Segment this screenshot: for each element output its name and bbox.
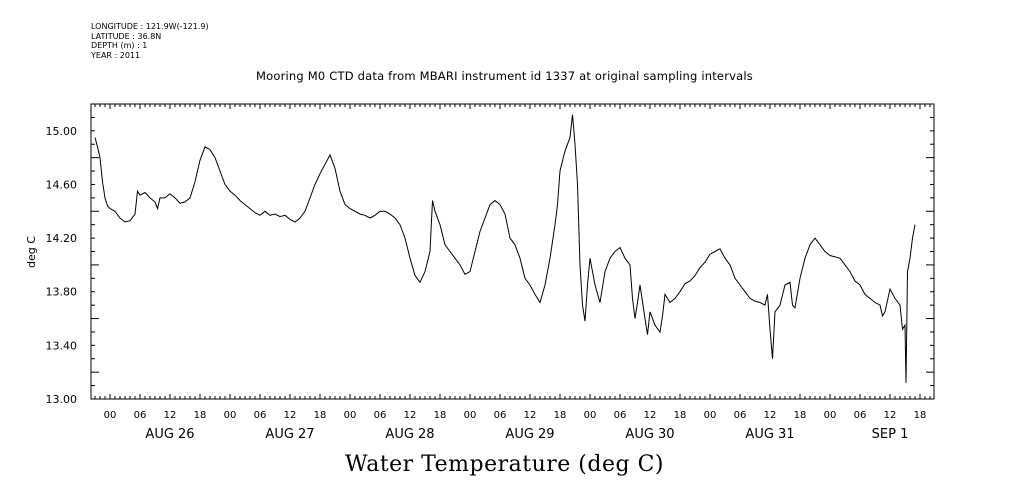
x-day-label: AUG 28: [385, 427, 434, 442]
y-tick-label: 15.00: [46, 125, 78, 138]
x-hour-tick-label: 00: [824, 410, 837, 421]
x-day-label: SEP 1: [872, 427, 909, 442]
y-axis-label: deg C: [25, 236, 38, 268]
x-hour-tick-label: 12: [764, 410, 777, 421]
x-hour-tick-label: 12: [884, 410, 897, 421]
x-hour-tick-label: 12: [524, 410, 537, 421]
y-tick-label: 13.40: [46, 339, 78, 352]
x-hour-tick-label: 18: [434, 410, 447, 421]
x-hour-tick-label: 12: [404, 410, 417, 421]
x-day-label: AUG 26: [145, 427, 194, 442]
x-hour-tick-label: 06: [254, 410, 267, 421]
x-hour-tick-label: 18: [794, 410, 807, 421]
y-tick-label: 14.20: [46, 232, 78, 245]
x-day-label: AUG 29: [505, 427, 554, 442]
x-hour-tick-label: 00: [344, 410, 357, 421]
x-hour-tick-label: 00: [224, 410, 237, 421]
x-hour-tick-label: 18: [914, 410, 927, 421]
metadata-block: LONGITUDE : 121.9W(-121.9) LATITUDE : 36…: [91, 22, 209, 60]
x-hour-tick-label: 18: [674, 410, 687, 421]
year-text: YEAR : 2011: [91, 50, 141, 60]
x-day-label: AUG 27: [265, 427, 314, 442]
depth-text: DEPTH (m) : 1: [91, 41, 148, 50]
y-tick-label: 13.80: [46, 286, 78, 299]
x-axis-title: Water Temperature (deg C): [345, 452, 664, 477]
x-hour-tick-label: 06: [854, 410, 867, 421]
chart-title: Mooring M0 CTD data from MBARI instrumen…: [256, 69, 753, 83]
x-hour-tick-label: 06: [614, 410, 627, 421]
axis-ticks: [91, 103, 934, 400]
x-hour-tick-label: 12: [284, 410, 297, 421]
x-hour-tick-label: 06: [734, 410, 747, 421]
latitude-text: LATITUDE : 36.8N: [91, 31, 162, 41]
longitude-text: LONGITUDE : 121.9W(-121.9): [91, 22, 209, 31]
x-day-label: AUG 30: [625, 427, 674, 442]
x-hour-tick-label: 00: [704, 410, 717, 421]
x-hour-tick-label: 18: [194, 410, 207, 421]
x-hour-tick-label: 12: [644, 410, 657, 421]
x-hour-tick-label: 06: [134, 410, 147, 421]
x-hour-tick-label: 18: [554, 410, 567, 421]
x-hour-tick-label: 06: [494, 410, 507, 421]
x-hour-tick-label: 18: [314, 410, 327, 421]
x-hour-tick-label: 06: [374, 410, 387, 421]
temperature-series-line: [94, 114, 916, 383]
y-tick-label: 13.00: [46, 393, 78, 406]
x-day-label: AUG 31: [745, 427, 794, 442]
x-hour-tick-label: 00: [104, 410, 117, 421]
x-hour-tick-label: 00: [584, 410, 597, 421]
x-hour-tick-label: 12: [164, 410, 177, 421]
x-hour-tick-label: 00: [464, 410, 477, 421]
y-tick-label: 14.60: [46, 178, 78, 191]
axis-labels: 00 06 12 18 00 06 12 18 00 06 12 18 00 06 12 18 00 06 12 18…: [46, 125, 927, 442]
